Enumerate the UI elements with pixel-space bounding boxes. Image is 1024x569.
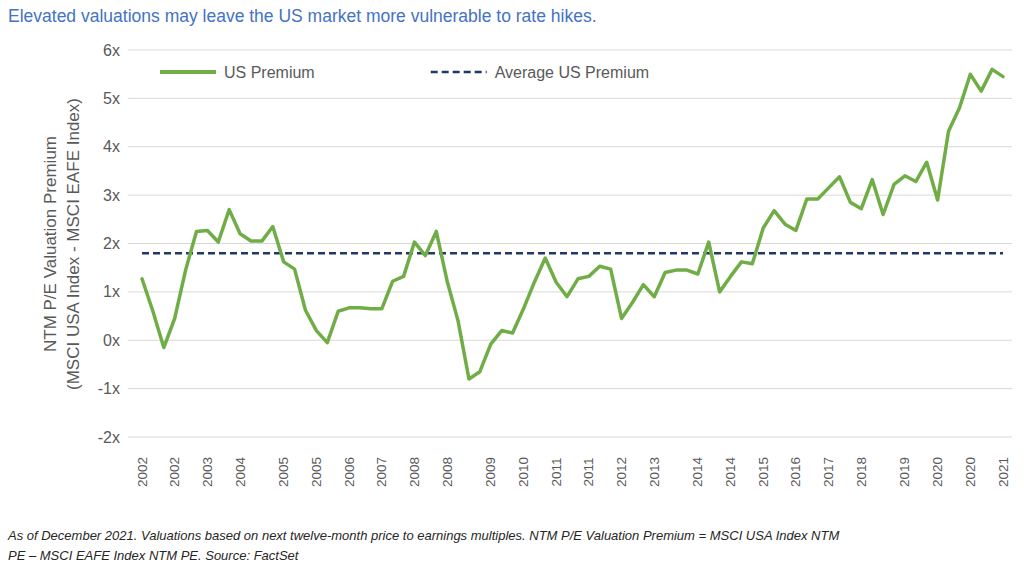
grid-line xyxy=(128,98,1012,99)
x-tick-label: 2010 xyxy=(516,457,531,487)
x-tick-label: 2002 xyxy=(167,457,182,487)
x-tick-label: 2011 xyxy=(549,457,564,486)
y-tick-label: 3x xyxy=(103,187,120,204)
x-tick-label: 2002 xyxy=(135,457,150,487)
grid xyxy=(128,50,1012,437)
x-tick-label: 2018 xyxy=(854,457,869,487)
footnote: As of December 2021. Valuations based on… xyxy=(7,528,839,543)
x-tick-label: 2006 xyxy=(342,457,357,487)
x-tick-label: 2007 xyxy=(374,457,389,487)
x-tick-label: 2016 xyxy=(788,457,803,487)
y-tick-label: 2x xyxy=(103,235,120,252)
y-axis-label: (MSCI USA Index - MSCI EAFE Index) xyxy=(64,98,83,390)
grid-line xyxy=(128,388,1012,389)
series-line xyxy=(142,69,1003,379)
y-tick-label: -1x xyxy=(98,380,120,397)
x-tick-label: 2008 xyxy=(440,457,455,487)
title: Elevated valuations may leave the US mar… xyxy=(8,6,597,26)
x-tick-label: 2009 xyxy=(483,457,498,487)
x-tick-label: 2004 xyxy=(233,456,248,487)
y-tick-label: 0x xyxy=(103,332,120,349)
x-tick-label: 2020 xyxy=(930,457,945,487)
x-tick-label: 2012 xyxy=(614,457,629,487)
plot-area xyxy=(142,69,1003,379)
x-tick-label: 2015 xyxy=(756,457,771,487)
grid-line xyxy=(128,50,1012,51)
y-axis-label: NTM P/E Valuation Premium xyxy=(41,136,60,352)
y-tick-label: 1x xyxy=(103,283,120,300)
x-tick-label: 2020 xyxy=(963,457,978,487)
legend-label: US Premium xyxy=(224,64,315,81)
legend-swatch xyxy=(431,71,487,74)
legend-label: Average US Premium xyxy=(495,64,649,81)
y-tick-label: 6x xyxy=(103,42,120,59)
x-tick-label: 2021 xyxy=(996,457,1011,487)
y-tick-label: 5x xyxy=(103,90,120,107)
x-tick-label: 2019 xyxy=(897,457,912,487)
x-tick-label: 2003 xyxy=(200,457,215,487)
x-tick-label: 2005 xyxy=(276,457,291,487)
grid-line xyxy=(128,437,1012,438)
grid-line xyxy=(128,146,1012,147)
footnote: PE – MSCI EAFE Index NTM PE. Source: Fac… xyxy=(8,548,300,563)
x-tick-label: 2008 xyxy=(407,457,422,487)
grid-line xyxy=(128,195,1012,196)
x-tick-label: 2017 xyxy=(821,457,836,487)
x-tick-label: 2014 xyxy=(690,456,705,487)
grid-line xyxy=(128,243,1012,244)
grid-line xyxy=(128,340,1012,341)
y-tick-label: 4x xyxy=(103,138,120,155)
chart: Elevated valuations may leave the US mar… xyxy=(0,0,1024,569)
x-tick-label: 2011 xyxy=(581,457,596,486)
x-tick-label: 2014 xyxy=(723,456,738,487)
x-tick-label: 2013 xyxy=(647,457,662,487)
legend-swatch xyxy=(160,70,216,74)
y-tick-label: -2x xyxy=(98,429,120,446)
legend: US Premium Average US Premium xyxy=(160,64,649,81)
average-line xyxy=(142,252,1003,255)
x-tick-label: 2005 xyxy=(309,457,324,487)
